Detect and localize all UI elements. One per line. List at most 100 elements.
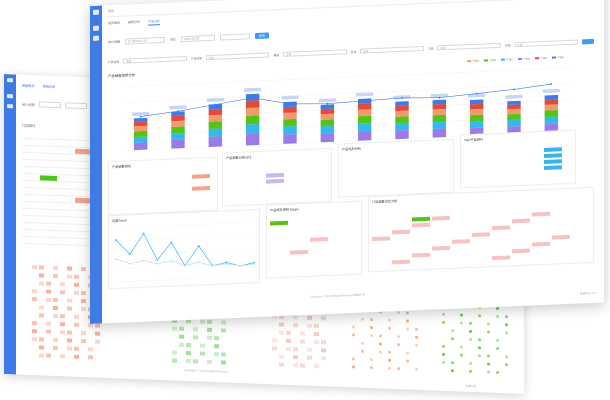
bar-segment[interactable]	[395, 101, 409, 107]
trend-point[interactable]	[475, 92, 478, 95]
bar-segment[interactable]	[133, 121, 148, 127]
query-button[interactable]: 查询	[255, 32, 270, 40]
trend-series-point[interactable]	[184, 264, 186, 267]
bar-segment[interactable]	[245, 100, 260, 108]
bar-segment[interactable]	[208, 136, 223, 148]
legend-item[interactable]: 产品D	[518, 57, 530, 62]
tab-overview[interactable]: 首页概览	[108, 20, 121, 26]
trend-series-point[interactable]	[128, 262, 131, 265]
menu-icon[interactable]	[93, 25, 99, 31]
trend-series-point[interactable]	[239, 265, 242, 267]
filter-select[interactable]: 全部	[514, 39, 579, 48]
back-filter-input[interactable]	[38, 101, 61, 109]
trend-series-point[interactable]	[211, 264, 214, 267]
bar-segment[interactable]	[357, 122, 372, 132]
bar-segment[interactable]	[432, 121, 447, 129]
trend-point[interactable]	[139, 115, 142, 118]
trend-point[interactable]	[513, 88, 515, 91]
filter-select[interactable]: 全部	[123, 55, 187, 64]
trend-point[interactable]	[550, 83, 553, 85]
tab-product[interactable]: 产品分析	[148, 19, 161, 26]
bar-segment[interactable]	[544, 104, 559, 111]
bar-segment[interactable]	[507, 100, 521, 105]
bar-segment[interactable]	[245, 133, 260, 146]
trend-point[interactable]	[401, 97, 403, 99]
menu-icon[interactable]	[7, 94, 13, 99]
trend-point[interactable]	[177, 110, 179, 113]
trend-series-point[interactable]	[142, 259, 145, 262]
bar-segment[interactable]	[469, 99, 484, 105]
bar-segment[interactable]	[432, 128, 447, 138]
trend-series-point[interactable]	[197, 245, 200, 247]
bar-segment[interactable]	[395, 110, 409, 117]
bar-segment[interactable]	[507, 119, 521, 127]
trend-point[interactable]	[214, 103, 217, 106]
bar-segment[interactable]	[320, 125, 335, 134]
bar-segment[interactable]	[357, 130, 372, 141]
trend-series-point[interactable]	[225, 262, 228, 265]
chart-icon[interactable]	[93, 35, 99, 41]
tab-report[interactable]: 报表分析	[128, 19, 141, 25]
bar-segment[interactable]	[171, 126, 185, 134]
bar-segment[interactable]	[544, 94, 559, 100]
trend-point[interactable]	[251, 96, 254, 99]
filter-select[interactable]: 全部	[205, 52, 270, 61]
legend-item[interactable]: 产品C	[501, 57, 513, 62]
bar-segment[interactable]	[432, 114, 447, 122]
bar-segment[interactable]	[507, 113, 521, 121]
trend-series-point[interactable]	[170, 259, 173, 262]
bar-segment[interactable]	[395, 116, 409, 124]
trend-point[interactable]	[438, 96, 441, 99]
trend-series-point[interactable]	[170, 241, 173, 244]
bar-segment[interactable]	[469, 108, 484, 116]
trend-series-point[interactable]	[128, 253, 131, 256]
bar-segment[interactable]	[245, 115, 260, 125]
trend-series-point[interactable]	[156, 263, 159, 265]
filter-select[interactable]: 全部	[283, 49, 347, 57]
legend-item[interactable]: 产品F	[552, 55, 564, 59]
legend-item[interactable]: 产品B	[484, 58, 496, 62]
bar-segment[interactable]	[171, 120, 185, 127]
bar-segment[interactable]	[171, 139, 185, 149]
bar-segment[interactable]	[469, 121, 484, 129]
trend-series-point[interactable]	[115, 239, 117, 241]
bar-segment[interactable]	[133, 136, 148, 143]
bar-segment[interactable]	[171, 115, 185, 122]
trend-series-point[interactable]	[156, 259, 159, 261]
bar-segment[interactable]	[283, 112, 297, 120]
trend-series-point[interactable]	[115, 258, 117, 260]
bar-segment[interactable]	[320, 113, 335, 120]
legend-item[interactable]: 产品A	[467, 59, 479, 63]
trend-point[interactable]	[363, 99, 366, 102]
chart-icon[interactable]	[7, 104, 13, 109]
bar-segment[interactable]	[544, 110, 559, 118]
bar-segment[interactable]	[507, 104, 521, 110]
bar-segment[interactable]	[544, 99, 559, 105]
bar-segment[interactable]	[432, 99, 447, 105]
bar-segment[interactable]	[245, 123, 260, 134]
bar-segment[interactable]	[395, 129, 409, 140]
bar-segment[interactable]	[432, 103, 447, 110]
bar-segment[interactable]	[133, 125, 148, 132]
bar-segment[interactable]	[320, 133, 335, 143]
bar-segment[interactable]	[357, 103, 372, 110]
bar-segment[interactable]	[133, 117, 148, 123]
back-tab[interactable]: 营销分析	[42, 84, 56, 89]
bar-segment[interactable]	[320, 119, 335, 127]
logo-icon[interactable]	[7, 78, 13, 83]
bar-segment[interactable]	[469, 114, 484, 122]
bar-segment[interactable]	[283, 126, 297, 135]
trend-series-point[interactable]	[142, 232, 145, 235]
bar-segment[interactable]	[283, 106, 297, 113]
bar-segment[interactable]	[208, 114, 223, 122]
bar-segment[interactable]	[245, 107, 260, 116]
bar-segment[interactable]	[544, 116, 559, 125]
query-button[interactable]	[582, 38, 595, 45]
bar-segment[interactable]	[283, 133, 297, 144]
bar-segment[interactable]	[208, 121, 223, 130]
filter-select[interactable]: 全部	[437, 42, 501, 51]
bar-segment[interactable]	[208, 128, 223, 137]
bar-segment[interactable]	[507, 108, 521, 115]
bar-segment[interactable]	[395, 105, 409, 112]
legend-item[interactable]: 产品E	[535, 56, 547, 60]
